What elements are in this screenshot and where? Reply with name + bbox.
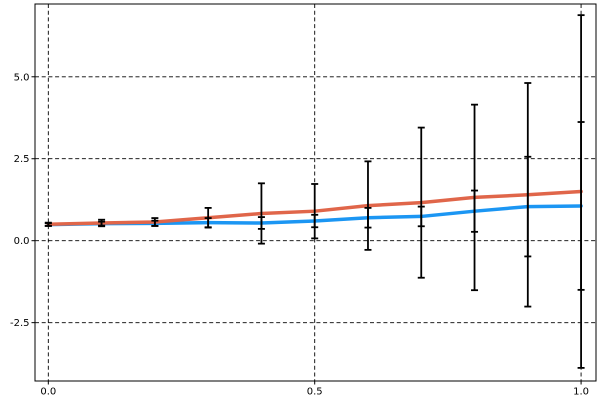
y-axis-tick-label: 5.0 [14,72,30,83]
y-axis-tick-label: -2.5 [10,318,30,329]
y-axis-tick-label: 0.0 [14,236,30,247]
plot-border [34,3,597,382]
x-axis-tick-label: 0.0 [40,387,56,398]
x-axis-tick-label: 0.5 [307,387,323,398]
y-axis-tick-label: 2.5 [14,154,30,165]
x-axis-tick-label: 1.0 [573,387,589,398]
